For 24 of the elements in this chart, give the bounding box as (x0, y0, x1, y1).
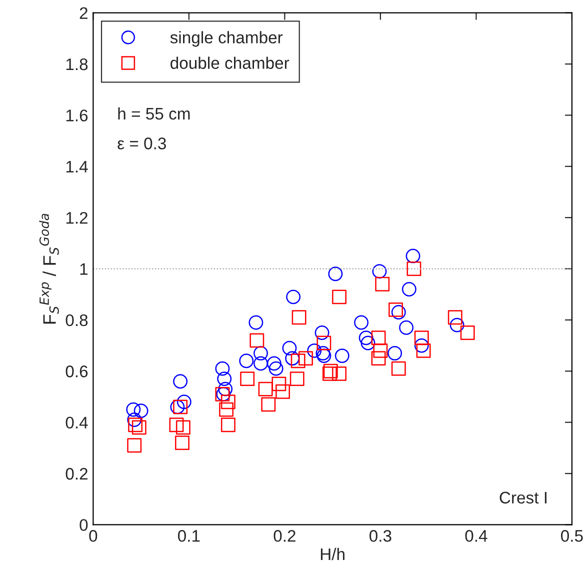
y-tick-label: 0.6 (66, 366, 88, 378)
annotation: ε = 0.3 (118, 138, 166, 150)
legend-label: single chamber (170, 31, 283, 47)
x-tick-label: 0.4 (465, 530, 488, 542)
y-tick-label: 0.8 (66, 314, 88, 326)
y-tick-label: 1.6 (66, 110, 88, 122)
annotation: h = 55 cm (118, 107, 190, 120)
x-tick-label: 0.2 (274, 530, 296, 542)
y-tick-label: 0 (80, 519, 88, 531)
annotation: Crest I (500, 492, 546, 504)
y-tick-label: 1.8 (66, 58, 88, 70)
y-tick-label: 1.2 (66, 212, 88, 224)
y-tick-label: 0.4 (66, 416, 88, 429)
x-tick-label: 0.3 (370, 530, 392, 542)
x-tick-label: 0 (89, 530, 98, 542)
y-tick-label: 2 (80, 7, 88, 19)
x-tick-label: 0.5 (561, 530, 583, 542)
y-tick-label: 1.4 (66, 160, 88, 172)
legend-label: double chamber (170, 56, 290, 69)
y-tick-label: 0.2 (66, 468, 88, 480)
x-tick-label: 0.1 (178, 530, 200, 542)
y-axis-title: F$_{S}$$^{Exp}$ / F$_{S}$$^{Goda}$ (39, 214, 59, 324)
x-axis-title: H/h (320, 548, 344, 560)
y-tick-label: 1 (80, 263, 88, 275)
